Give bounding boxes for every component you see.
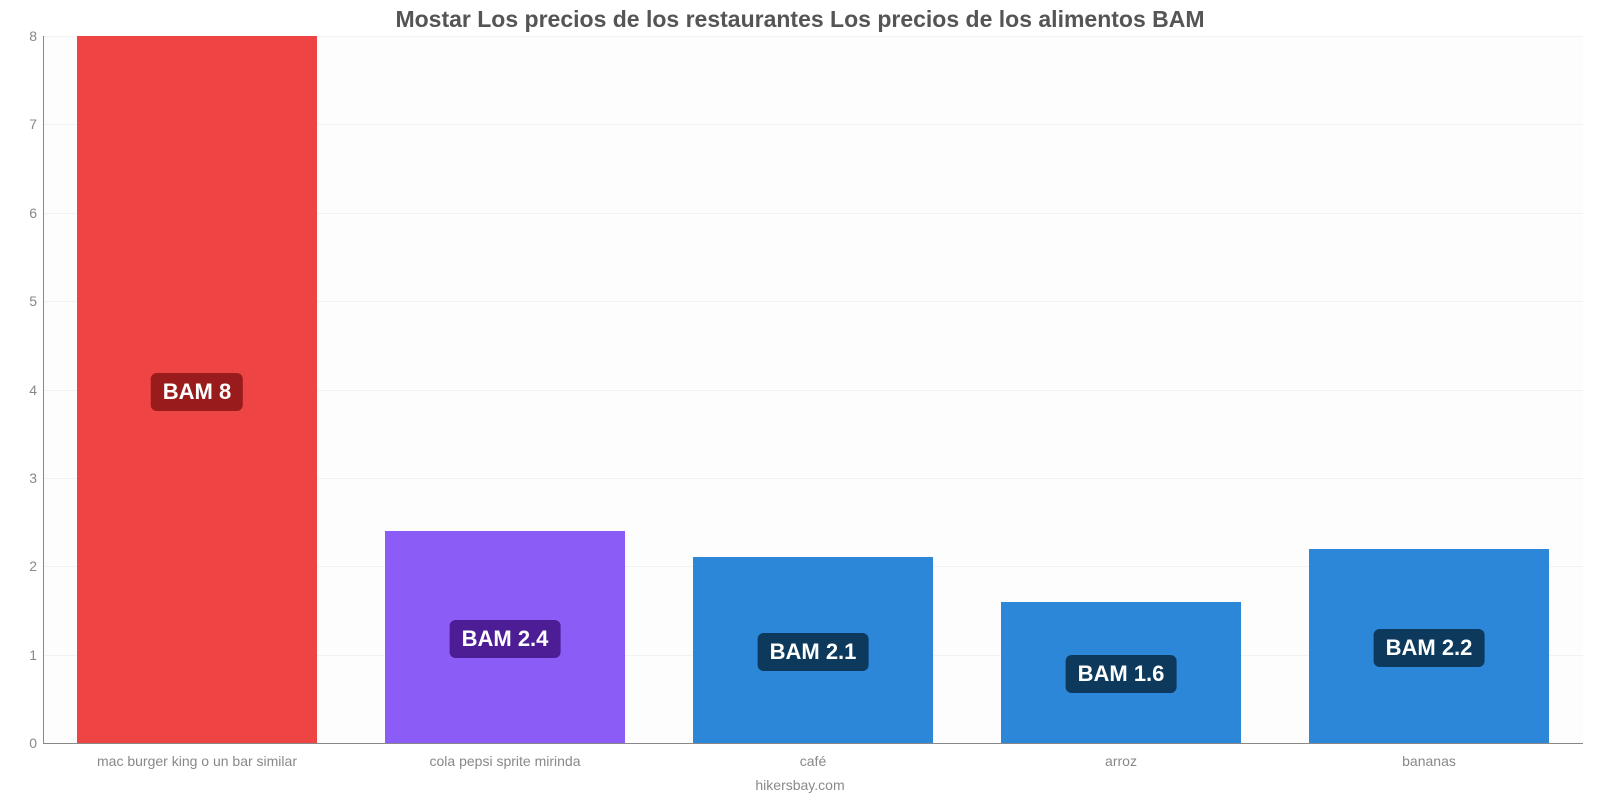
value-badge: BAM 1.6 bbox=[1066, 655, 1177, 693]
y-tick-label: 0 bbox=[13, 735, 37, 751]
grid-line bbox=[43, 743, 1583, 744]
y-tick-label: 7 bbox=[13, 116, 37, 132]
y-tick-label: 8 bbox=[13, 28, 37, 44]
y-tick-label: 3 bbox=[13, 470, 37, 486]
y-tick-label: 1 bbox=[13, 647, 37, 663]
y-tick-label: 5 bbox=[13, 293, 37, 309]
x-category-label: cola pepsi sprite mirinda bbox=[430, 753, 581, 769]
x-category-label: café bbox=[800, 753, 826, 769]
value-badge: BAM 2.2 bbox=[1374, 629, 1485, 667]
y-tick-label: 4 bbox=[13, 382, 37, 398]
x-category-label: arroz bbox=[1105, 753, 1137, 769]
y-tick-label: 2 bbox=[13, 558, 37, 574]
x-category-label: mac burger king o un bar similar bbox=[97, 753, 297, 769]
y-tick-label: 6 bbox=[13, 205, 37, 221]
price-bar-chart: Mostar Los precios de los restaurantes L… bbox=[0, 0, 1600, 800]
value-badge: BAM 2.4 bbox=[450, 620, 561, 658]
value-badge: BAM 2.1 bbox=[758, 633, 869, 671]
y-axis-line bbox=[43, 36, 44, 743]
x-category-label: bananas bbox=[1402, 753, 1456, 769]
chart-title: Mostar Los precios de los restaurantes L… bbox=[0, 6, 1600, 33]
chart-source: hikersbay.com bbox=[0, 777, 1600, 793]
plot-area: BAM 8 BAM 2.4 BAM 2.1 BAM 1.6 BAM 2.2 bbox=[43, 36, 1583, 743]
value-badge: BAM 8 bbox=[151, 373, 243, 411]
